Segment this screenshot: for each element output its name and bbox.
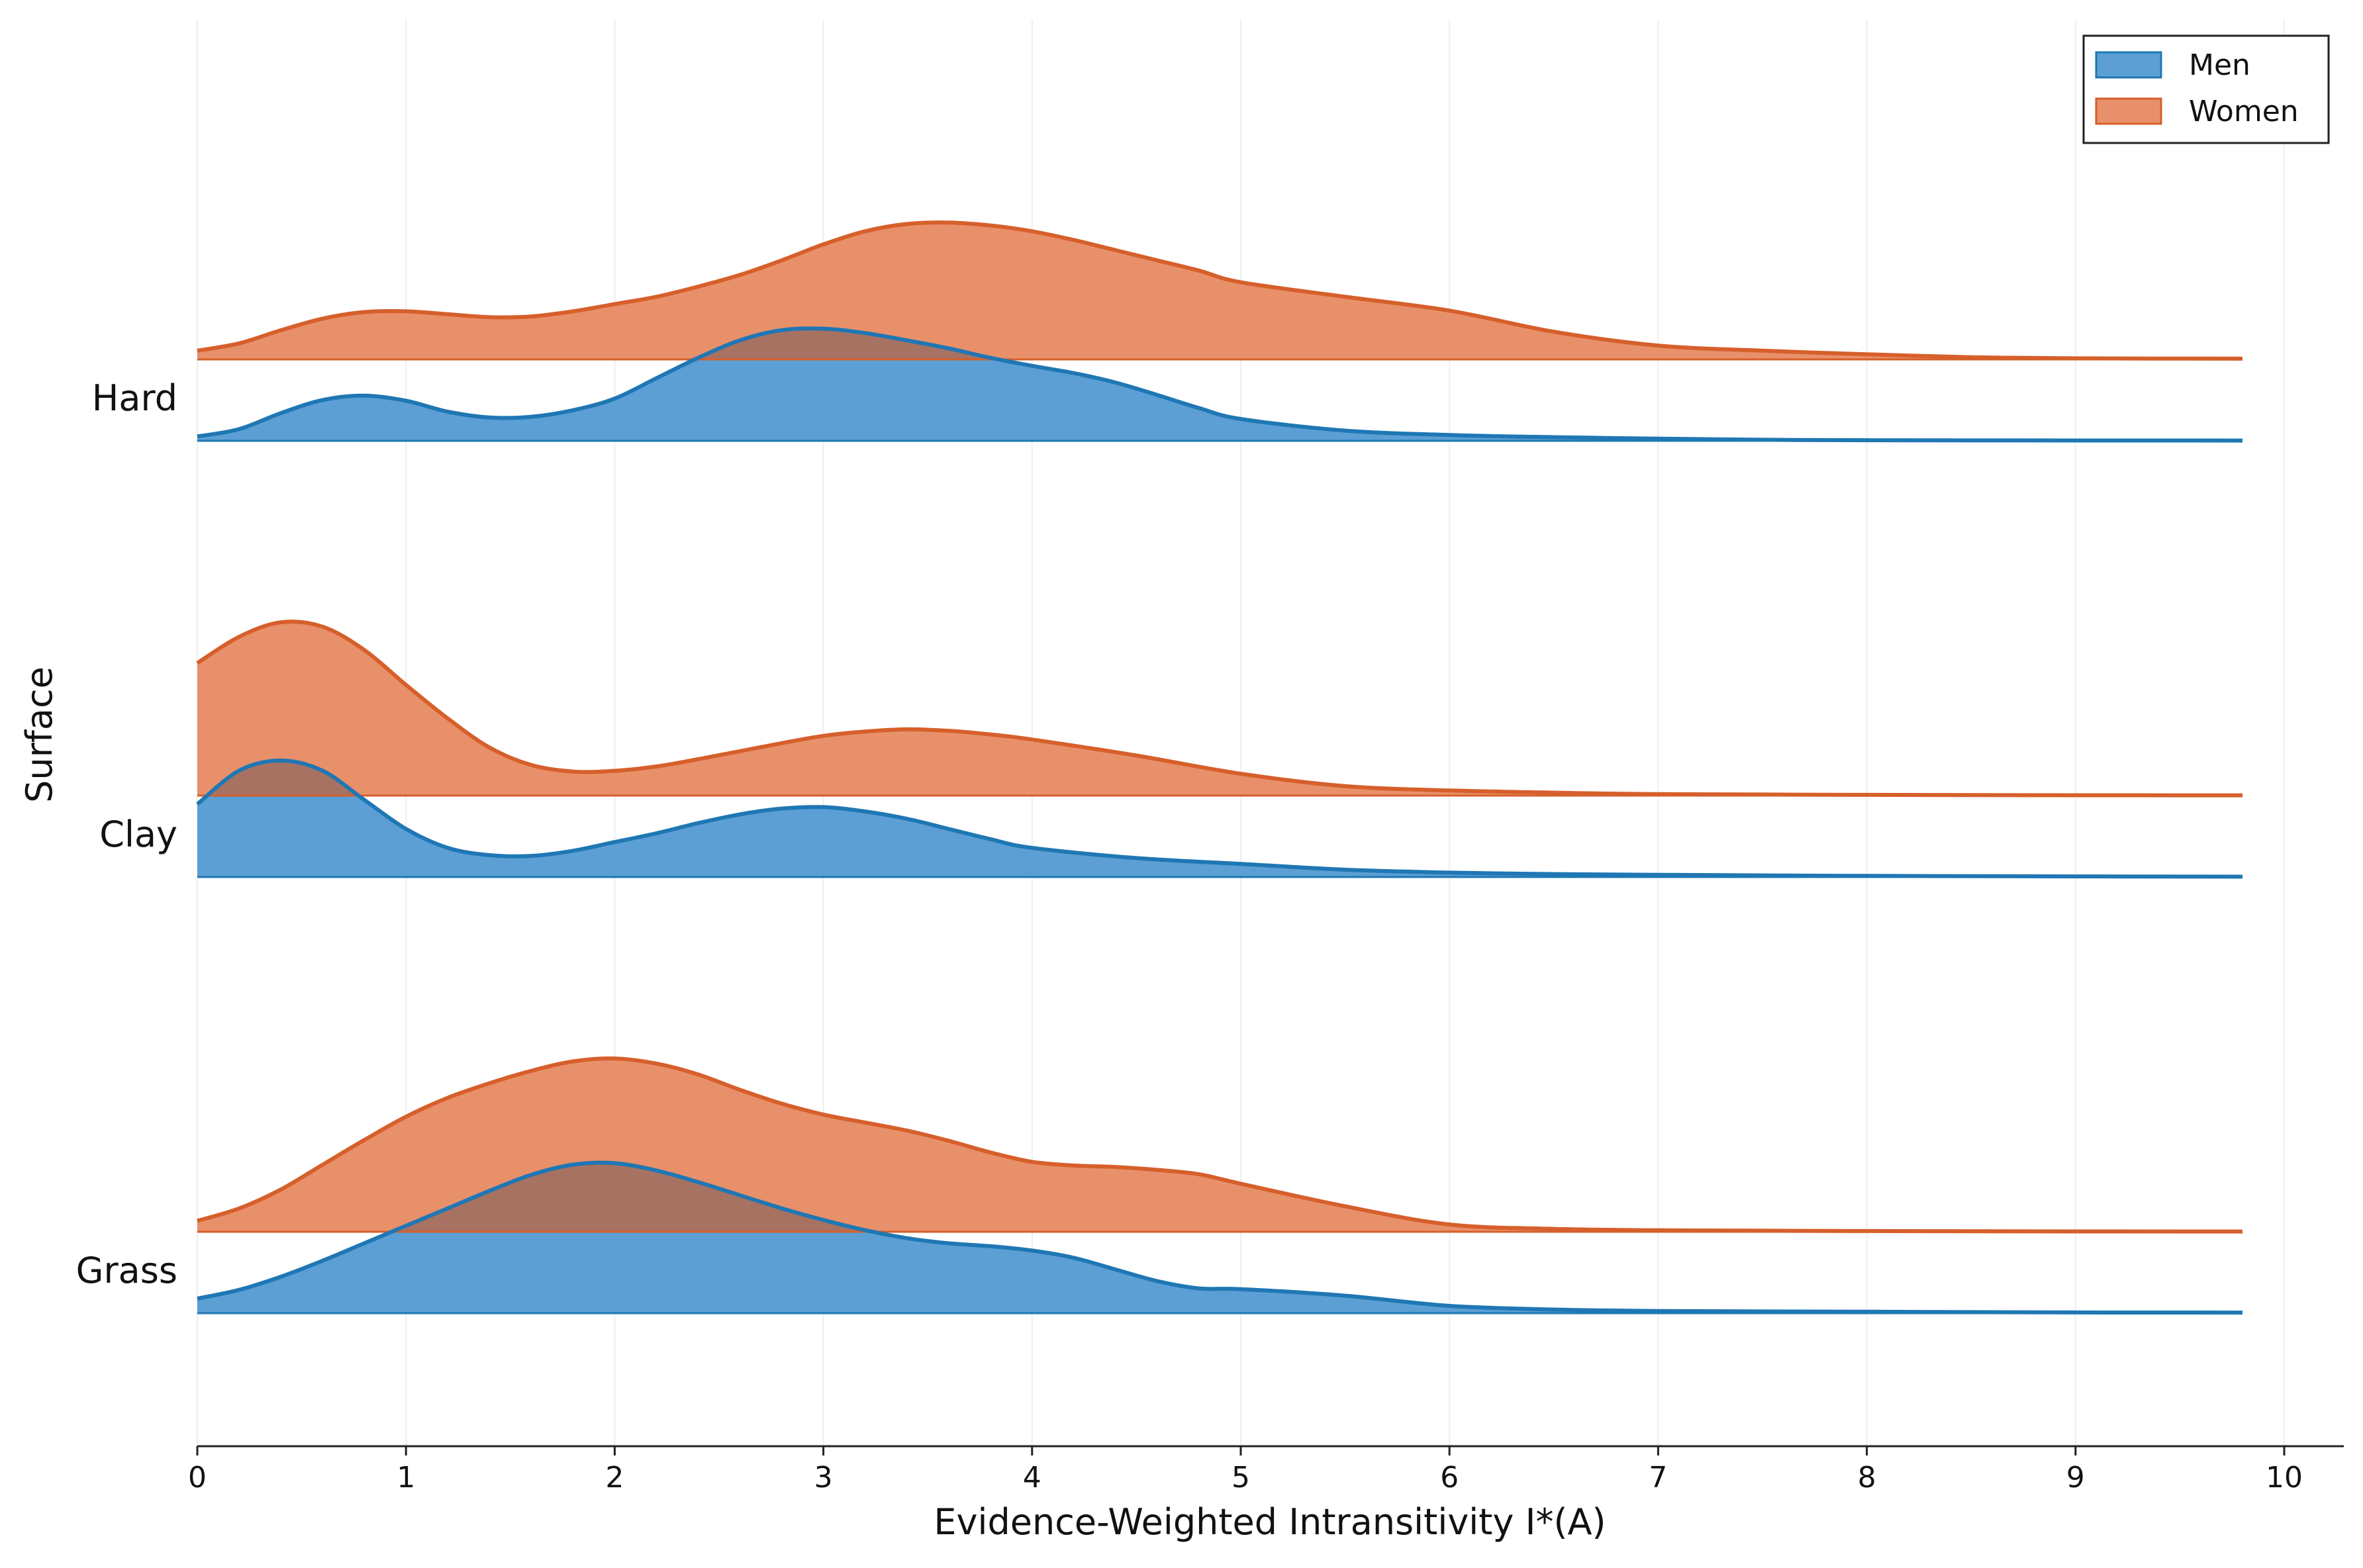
ridges: Hard Clay Grass — [76, 220, 2243, 1315]
ridge-hard: Hard — [92, 220, 2243, 443]
overlap-fill-grass — [197, 1162, 2242, 1232]
x-tick-label-5: 5 — [1231, 1461, 1250, 1495]
surface-label-grass: Grass — [76, 1250, 177, 1291]
x-tick-label-9: 9 — [2066, 1461, 2085, 1495]
women-density-line-clay — [196, 620, 2243, 798]
women-density-line-hard — [197, 220, 2243, 361]
surface-label-clay: Clay — [99, 813, 177, 855]
x-tick-label-2: 2 — [605, 1461, 624, 1495]
legend-swatch-women — [2095, 97, 2162, 125]
x-tick-label-3: 3 — [814, 1461, 833, 1495]
x-tick-label-7: 7 — [1649, 1461, 1667, 1495]
legend-swatch-men — [2095, 51, 2162, 79]
legend: Men Women — [2082, 34, 2330, 144]
x-tick-label-10: 10 — [2266, 1461, 2303, 1495]
x-axis: 0 1 2 3 4 5 6 7 8 9 10 — [188, 1445, 2344, 1495]
x-axis-title: Evidence-Weighted Intransitivity I*(A) — [934, 1501, 1606, 1543]
surface-label-hard: Hard — [92, 377, 177, 419]
women-density-fill-hard — [197, 222, 2242, 359]
vertical-grid — [197, 20, 2285, 1446]
legend-label-men: Men — [2189, 48, 2250, 82]
ridge-clay: Clay — [99, 620, 2243, 879]
women-density-line-grass — [197, 1056, 2243, 1234]
men-density-line-grass — [197, 1160, 2243, 1315]
x-tick-label-6: 6 — [1440, 1461, 1459, 1495]
ridge-grass: Grass — [76, 1056, 2243, 1315]
x-tick-label-0: 0 — [188, 1461, 207, 1495]
x-tick-label-4: 4 — [1023, 1461, 1041, 1495]
men-density-line-clay — [196, 759, 2243, 879]
women-density-fill-clay — [197, 622, 2242, 796]
men-density-fill-clay — [197, 761, 2242, 877]
x-tick-label-8: 8 — [1858, 1461, 1876, 1495]
y-axis-title: Surface — [19, 667, 60, 803]
men-density-line-hard — [197, 326, 2243, 443]
x-tick-label-1: 1 — [397, 1461, 415, 1495]
legend-label-women: Women — [2189, 95, 2299, 128]
